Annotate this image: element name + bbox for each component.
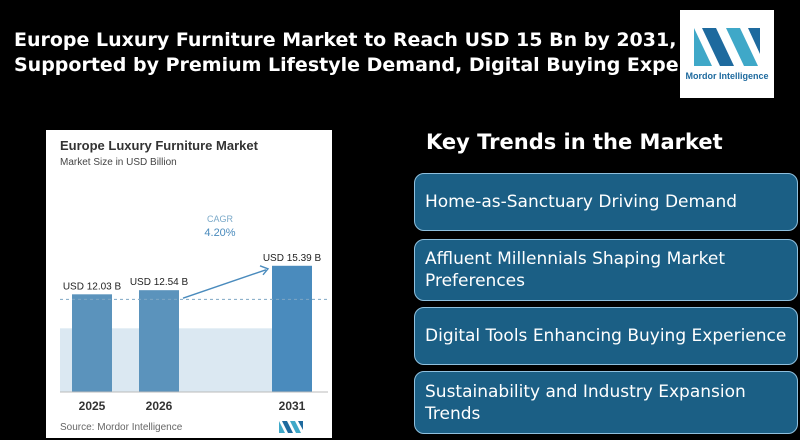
logo-text: Mordor Intelligence bbox=[685, 71, 769, 81]
bar-chart: USD 12.03 B USD 12.54 B USD 15.39 B 2025 202… bbox=[60, 214, 328, 413]
trends-title: Key Trends in the Market bbox=[426, 130, 723, 154]
headline-line-2: Supported by Premium Lifestyle Demand, D… bbox=[14, 54, 746, 76]
mordor-logo-icon bbox=[694, 28, 760, 66]
bar-2026 bbox=[139, 290, 179, 392]
chart-band bbox=[179, 328, 272, 392]
trend-item-2: Affluent Millennials Shaping Market Pref… bbox=[414, 239, 798, 301]
headline: Europe Luxury Furniture Market to Reach … bbox=[14, 28, 746, 78]
bar-2031 bbox=[272, 265, 312, 392]
cagr-label: CAGR bbox=[207, 214, 234, 224]
value-label-2025: USD 12.03 B bbox=[63, 281, 122, 292]
cagr-arrow bbox=[182, 269, 267, 299]
mordor-logo: Mordor Intelligence bbox=[680, 10, 774, 98]
category-label-2026: 2026 bbox=[146, 399, 173, 413]
value-label-2031: USD 15.39 B bbox=[263, 253, 322, 264]
cagr-arrowhead bbox=[259, 265, 270, 276]
category-label-2031: 2031 bbox=[279, 399, 306, 413]
chart-source: Source: Mordor Intelligence bbox=[60, 422, 183, 433]
headline-line-1: Europe Luxury Furniture Market to Reach … bbox=[14, 29, 677, 51]
chart-title: Europe Luxury Furniture Market bbox=[60, 138, 258, 153]
trend-item-4: Sustainability and Industry Expansion Tr… bbox=[414, 371, 798, 434]
source-logo-icon bbox=[279, 421, 303, 433]
chart-subtitle: Market Size in USD Billion bbox=[60, 157, 177, 168]
chart-card: Europe Luxury Furniture Market Market Si… bbox=[46, 130, 332, 438]
value-label-2026: USD 12.54 B bbox=[130, 277, 189, 288]
cagr-value: 4.20% bbox=[204, 227, 235, 239]
trend-item-1: Home-as-Sanctuary Driving Demand bbox=[414, 173, 798, 231]
trend-item-3: Digital Tools Enhancing Buying Experienc… bbox=[414, 307, 798, 365]
category-label-2025: 2025 bbox=[79, 399, 106, 413]
bar-2025 bbox=[72, 294, 112, 392]
